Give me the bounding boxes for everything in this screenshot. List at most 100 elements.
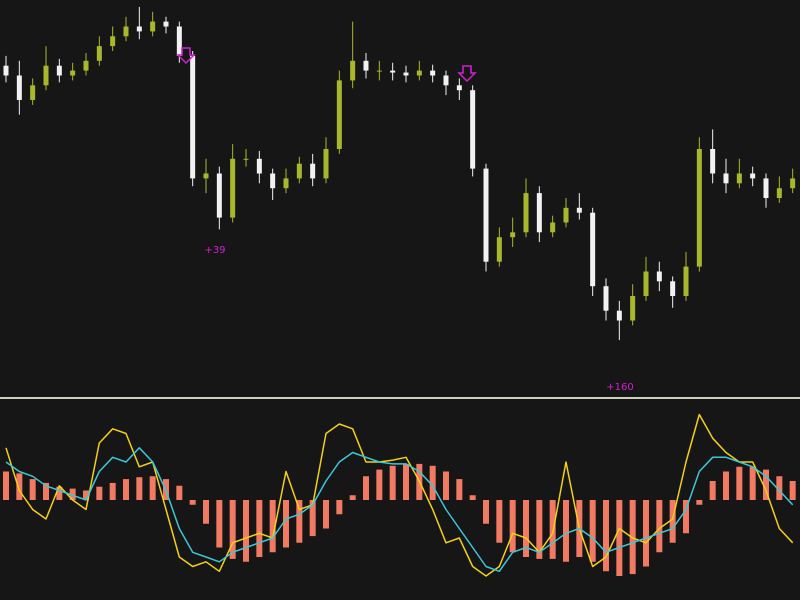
histogram-bar [363,476,369,500]
candle-body [110,36,116,47]
histogram-bar [43,482,49,500]
histogram-bar [723,471,729,500]
histogram-bar [483,500,489,524]
candle-body [510,232,516,238]
histogram-bar [96,486,103,500]
oscillator-line [5,413,794,577]
histogram-bar [456,479,463,500]
histogram-bar [656,500,663,553]
candle-body [243,158,249,160]
histogram-bar [69,488,76,500]
histogram-bar [189,500,196,505]
candle-body [16,75,22,100]
histogram-bar [496,500,503,543]
candle-body [283,178,289,189]
candle-body [630,296,636,321]
candle-body [696,149,702,267]
candle-body [363,60,369,71]
signal-arrow [176,47,196,65]
histogram-bar [749,466,756,500]
histogram-bar [3,471,9,500]
histogram-bar [283,500,289,548]
histogram-bar [269,500,276,553]
candle-body [176,26,182,56]
candle-body [710,149,716,174]
candle-body [30,85,36,100]
histogram-bar [109,482,116,500]
histogram-bar [203,500,209,524]
histogram-bar [443,471,449,500]
histogram-bar [149,476,156,500]
histogram-bar [709,481,716,500]
candle-body [323,149,329,179]
annotation: +160 [606,382,633,393]
histogram-bar [509,500,516,553]
histogram-bar [56,486,63,500]
candle-body [163,21,169,27]
candle-body [350,60,356,81]
candle-body [190,55,196,179]
candle-body [523,193,529,233]
histogram-bar [256,500,263,557]
candle-body [123,26,129,37]
candle-body [390,70,396,73]
histogram-bar [136,477,143,500]
candle-body [376,70,382,72]
candle-body [70,70,76,76]
candle-body [96,46,102,61]
candle-body [270,173,276,189]
candle-body [763,178,769,198]
histogram-bar [669,500,676,543]
candle-body [723,173,729,184]
histogram-bar [403,463,409,500]
histogram-bar [629,500,636,575]
histogram-bar [216,500,223,548]
histogram-bar [469,495,476,500]
annotation: +39 [204,245,225,256]
histogram-bar [16,473,23,500]
histogram-bar [683,500,689,534]
candle-body [430,70,436,76]
histogram-bar [563,500,569,562]
candle-body [683,266,689,296]
histogram-bar [243,500,249,562]
histogram-bar [789,481,796,500]
histogram-bar [429,465,436,500]
price-panel [3,6,796,341]
histogram-bar [309,500,316,537]
histogram-bar [83,490,89,500]
oscillator-line [5,447,794,573]
candle-body [670,281,676,296]
histogram-bar [229,500,236,559]
candle-body [563,207,569,223]
histogram-bar [176,485,183,500]
candle-body [256,158,262,174]
histogram-bar [336,500,343,515]
candle-body [603,286,609,311]
histogram-bar [296,500,303,543]
histogram-bar [536,500,543,559]
oscillator-panel [3,413,796,577]
candle-body [83,60,89,71]
candle-body [43,65,49,86]
candle-body [616,310,622,321]
histogram-bar [696,500,703,505]
candle-body [296,163,302,179]
candle-body [590,212,596,287]
histogram-bar [323,500,329,529]
candle-body [483,168,489,262]
candle-body [3,65,9,76]
histogram-bar [643,500,649,567]
histogram-bar [389,465,396,500]
candle-body [443,75,449,86]
candle-body [216,173,222,218]
candle-body [536,193,542,233]
histogram-bar [349,495,356,500]
candle-body [150,21,156,32]
candle-body [336,80,342,149]
histogram-bar [776,476,783,500]
histogram-bar [763,469,769,500]
